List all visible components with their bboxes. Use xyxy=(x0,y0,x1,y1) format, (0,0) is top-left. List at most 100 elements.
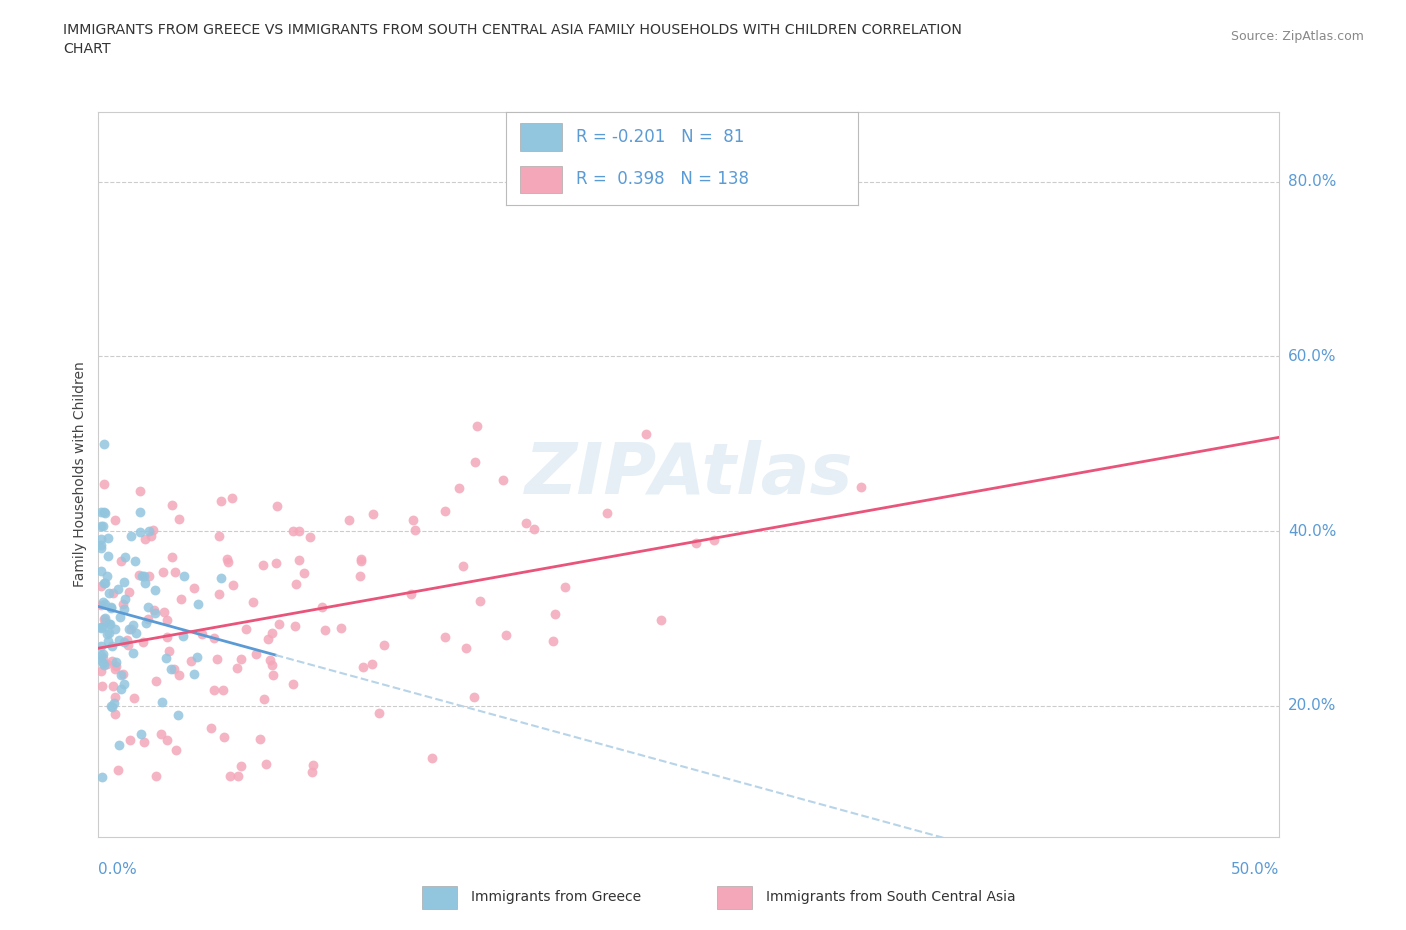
Point xyxy=(212,683,235,698)
Point xyxy=(434,630,457,644)
Point xyxy=(150,694,173,709)
Point xyxy=(257,631,280,646)
Point xyxy=(264,555,287,570)
Bar xyxy=(717,885,752,910)
Point xyxy=(108,737,131,752)
Point xyxy=(112,597,135,612)
Point xyxy=(292,566,315,581)
Point xyxy=(159,644,181,658)
Point xyxy=(180,653,202,668)
Point xyxy=(145,605,167,620)
Point xyxy=(122,645,145,660)
Point xyxy=(135,615,157,630)
Bar xyxy=(520,166,562,193)
Y-axis label: Family Households with Children: Family Households with Children xyxy=(73,362,87,587)
Point xyxy=(143,582,166,597)
Point xyxy=(515,515,537,530)
Point xyxy=(110,668,132,683)
Point xyxy=(254,757,277,772)
Point xyxy=(260,658,283,672)
Point xyxy=(205,652,228,667)
Point xyxy=(849,479,872,494)
Point xyxy=(90,519,112,534)
Text: R = -0.201   N =  81: R = -0.201 N = 81 xyxy=(576,127,745,146)
Point xyxy=(337,512,360,527)
Point xyxy=(90,619,112,634)
Point xyxy=(200,721,222,736)
Point xyxy=(103,661,125,676)
Point xyxy=(107,763,129,777)
Point xyxy=(523,522,546,537)
Point xyxy=(90,653,112,668)
Point xyxy=(287,524,309,538)
Point xyxy=(288,553,311,568)
Point xyxy=(554,579,576,594)
Text: 20.0%: 20.0% xyxy=(1288,698,1336,713)
Point xyxy=(91,655,114,670)
Point xyxy=(120,622,142,637)
Point xyxy=(183,667,205,682)
Point xyxy=(98,585,121,600)
Point xyxy=(373,638,395,653)
Point xyxy=(162,498,184,512)
Point xyxy=(93,611,115,626)
Point xyxy=(91,519,114,534)
Point xyxy=(191,626,214,641)
Point xyxy=(173,569,195,584)
Point xyxy=(101,586,124,601)
Point xyxy=(685,535,707,550)
Point xyxy=(129,484,152,498)
Point xyxy=(91,651,114,666)
Point xyxy=(226,661,249,676)
Point xyxy=(90,538,112,552)
Point xyxy=(120,528,142,543)
Point xyxy=(100,700,122,715)
Point xyxy=(187,596,209,611)
Point xyxy=(94,575,117,590)
Point xyxy=(90,564,112,578)
Point xyxy=(299,530,322,545)
Point xyxy=(124,553,146,568)
Text: 0.0%: 0.0% xyxy=(98,862,138,877)
Point xyxy=(117,638,139,653)
Point xyxy=(97,616,120,631)
Point xyxy=(96,626,118,641)
Point xyxy=(129,525,152,539)
Point xyxy=(96,657,118,671)
Point xyxy=(138,568,160,583)
Point xyxy=(160,550,183,565)
Point xyxy=(266,498,288,513)
Point xyxy=(114,550,136,565)
Point xyxy=(93,658,115,672)
Point xyxy=(90,647,112,662)
Point xyxy=(186,650,208,665)
Point xyxy=(104,512,127,527)
Point xyxy=(163,662,186,677)
Text: 60.0%: 60.0% xyxy=(1288,349,1336,364)
Point xyxy=(249,731,271,746)
Point xyxy=(91,770,114,785)
Point xyxy=(650,613,672,628)
Point xyxy=(463,690,485,705)
Point xyxy=(150,726,173,741)
Point xyxy=(212,729,235,744)
Point xyxy=(491,472,513,487)
Point xyxy=(112,601,135,616)
Point xyxy=(134,568,156,583)
Point xyxy=(114,676,136,691)
Point xyxy=(260,625,283,640)
Point xyxy=(143,603,166,618)
Point xyxy=(100,601,122,616)
Point xyxy=(495,628,517,643)
Point xyxy=(163,565,186,579)
Point xyxy=(90,578,112,593)
Point xyxy=(91,678,114,693)
Point xyxy=(231,651,253,666)
Point xyxy=(110,682,132,697)
Point xyxy=(104,655,127,670)
Point xyxy=(208,528,231,543)
Point xyxy=(101,679,124,694)
Point xyxy=(219,768,242,783)
Point xyxy=(167,668,190,683)
Point xyxy=(207,587,229,602)
